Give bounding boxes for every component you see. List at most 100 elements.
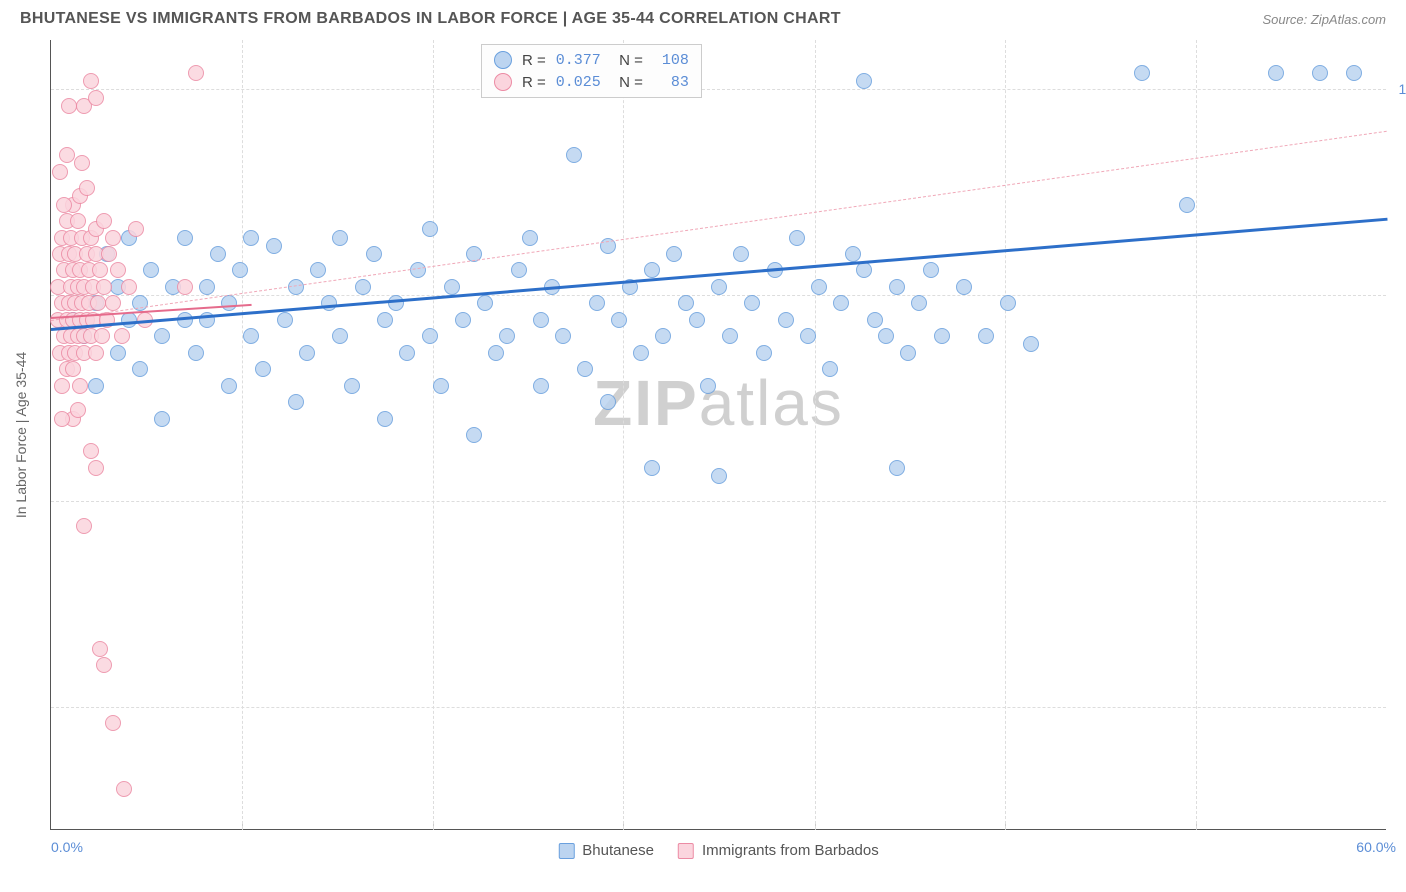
y-tick-label: 75.0%: [1391, 493, 1406, 509]
data-point: [822, 361, 838, 377]
data-point: [611, 312, 627, 328]
data-point: [833, 295, 849, 311]
data-point: [88, 90, 104, 106]
data-point: [566, 147, 582, 163]
data-point: [488, 345, 504, 361]
data-point: [366, 246, 382, 262]
y-tick-label: 62.5%: [1391, 699, 1406, 715]
data-point: [778, 312, 794, 328]
data-point: [388, 295, 404, 311]
data-point: [733, 246, 749, 262]
gridline-vertical: [242, 40, 243, 829]
stat-r-label: R =: [522, 52, 546, 69]
data-point: [143, 262, 159, 278]
data-point: [94, 328, 110, 344]
data-point: [110, 345, 126, 361]
data-point: [444, 279, 460, 295]
data-point: [96, 657, 112, 673]
data-point: [789, 230, 805, 246]
data-point: [744, 295, 760, 311]
data-point: [332, 230, 348, 246]
data-point: [1000, 295, 1016, 311]
data-point: [433, 378, 449, 394]
legend-swatch-icon: [678, 843, 694, 859]
data-point: [96, 279, 112, 295]
data-point: [188, 345, 204, 361]
gridline-horizontal: [51, 295, 1386, 296]
data-point: [321, 295, 337, 311]
data-point: [116, 781, 132, 797]
chart-header: BHUTANESE VS IMMIGRANTS FROM BARBADOS IN…: [0, 0, 1406, 34]
data-point: [655, 328, 671, 344]
data-point: [344, 378, 360, 394]
legend-item: Bhutanese: [558, 842, 654, 859]
data-point: [867, 312, 883, 328]
data-point: [711, 279, 727, 295]
data-point: [59, 147, 75, 163]
data-point: [689, 312, 705, 328]
data-point: [856, 73, 872, 89]
data-point: [666, 246, 682, 262]
data-point: [399, 345, 415, 361]
y-tick-label: 87.5%: [1391, 287, 1406, 303]
data-point: [65, 361, 81, 377]
gridline-vertical: [433, 40, 434, 829]
gridline-horizontal: [51, 89, 1386, 90]
data-point: [255, 361, 271, 377]
data-point: [56, 197, 72, 213]
data-point: [88, 460, 104, 476]
data-point: [644, 460, 660, 476]
legend-item: Immigrants from Barbados: [678, 842, 879, 859]
stat-n-value: 108: [653, 52, 689, 69]
data-point: [76, 518, 92, 534]
data-point: [128, 221, 144, 237]
series-swatch-icon: [494, 73, 512, 91]
data-point: [377, 411, 393, 427]
data-point: [1179, 197, 1195, 213]
data-point: [422, 328, 438, 344]
data-point: [154, 328, 170, 344]
data-point: [188, 65, 204, 81]
data-point: [88, 378, 104, 394]
legend-label: Bhutanese: [582, 842, 654, 859]
data-point: [533, 378, 549, 394]
data-point: [92, 262, 108, 278]
legend-label: Immigrants from Barbados: [702, 842, 879, 859]
data-point: [678, 295, 694, 311]
data-point: [105, 230, 121, 246]
scatter-chart: In Labor Force | Age 35-44 ZIPatlas 62.5…: [50, 40, 1386, 830]
stats-box: R =0.377 N =108R =0.025 N =83: [481, 44, 702, 98]
data-point: [555, 328, 571, 344]
data-point: [90, 295, 106, 311]
data-point: [92, 641, 108, 657]
stats-row: R =0.025 N =83: [494, 71, 689, 93]
data-point: [232, 262, 248, 278]
data-point: [956, 279, 972, 295]
data-point: [722, 328, 738, 344]
data-point: [800, 328, 816, 344]
data-point: [70, 402, 86, 418]
data-point: [522, 230, 538, 246]
data-point: [1023, 336, 1039, 352]
data-point: [900, 345, 916, 361]
data-point: [577, 361, 593, 377]
data-point: [477, 295, 493, 311]
stat-n-label: N =: [611, 74, 643, 91]
data-point: [1268, 65, 1284, 81]
data-point: [466, 427, 482, 443]
data-point: [911, 295, 927, 311]
data-point: [199, 279, 215, 295]
data-point: [1134, 65, 1150, 81]
data-point: [589, 295, 605, 311]
data-point: [533, 312, 549, 328]
data-point: [1346, 65, 1362, 81]
y-tick-label: 100.0%: [1391, 81, 1406, 97]
data-point: [88, 345, 104, 361]
data-point: [114, 328, 130, 344]
data-point: [811, 279, 827, 295]
data-point: [856, 262, 872, 278]
data-point: [889, 460, 905, 476]
data-point: [377, 312, 393, 328]
data-point: [132, 361, 148, 377]
legend-swatch-icon: [558, 843, 574, 859]
